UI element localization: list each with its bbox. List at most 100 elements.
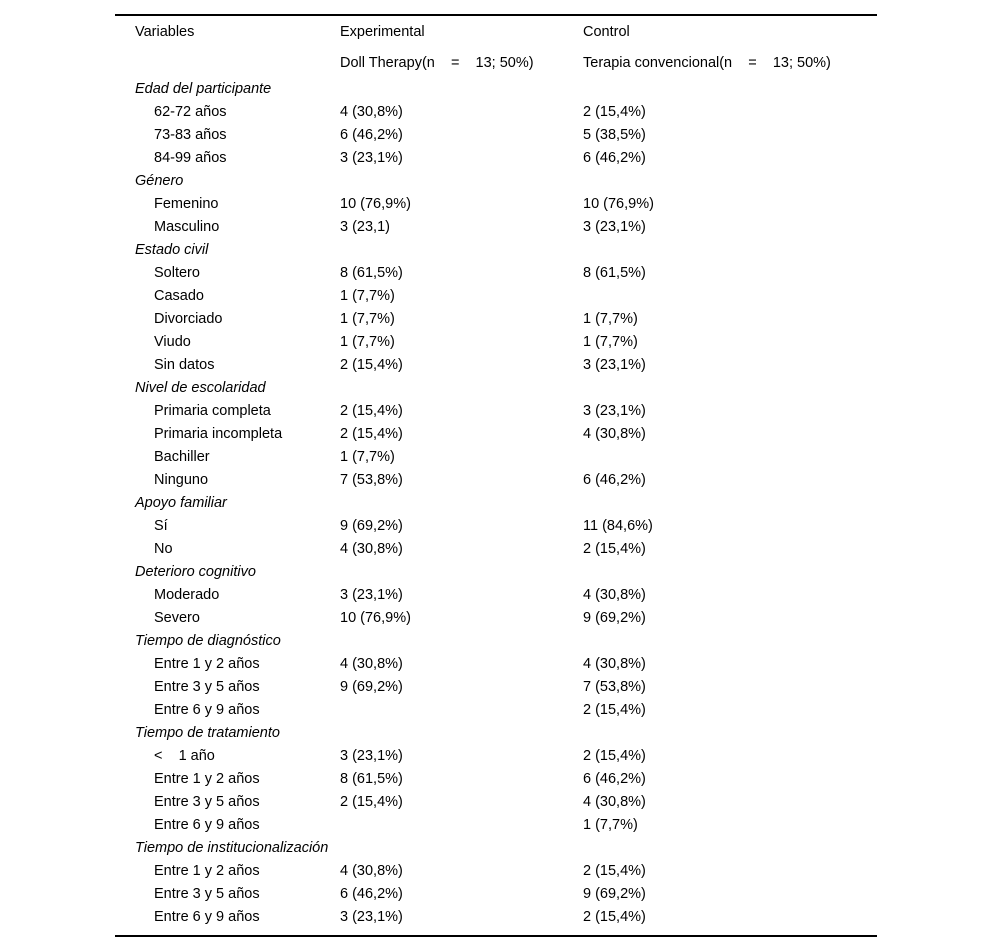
- control-value: 2 (15,4%): [583, 863, 646, 879]
- table-header-row: Variables Experimental Control: [115, 16, 877, 48]
- table-row: Femenino 10 (76,9%) 10 (76,9%): [115, 193, 877, 216]
- section-label: Nivel de escolaridad: [135, 380, 266, 396]
- experimental-value: 10 (76,9%): [340, 610, 411, 626]
- control-value: 4 (30,8%): [583, 656, 646, 672]
- column-header-control: Control: [583, 23, 630, 40]
- experimental-value: 2 (15,4%): [340, 357, 403, 373]
- experimental-value: 4 (30,8%): [340, 863, 403, 879]
- experimental-value: 7 (53,8%): [340, 472, 403, 488]
- table-row: Entre 3 y 5 años 6 (46,2%) 9 (69,2%): [115, 883, 877, 906]
- section-label: Apoyo familiar: [135, 495, 227, 511]
- control-value: 3 (23,1%): [583, 219, 646, 235]
- control-value: 2 (15,4%): [583, 909, 646, 925]
- section-label: Género: [135, 173, 184, 189]
- variable-label: Soltero: [154, 265, 200, 281]
- control-value: 2 (15,4%): [583, 104, 646, 120]
- variable-label: Entre 3 y 5 años: [154, 794, 260, 810]
- variable-label: Primaria incompleta: [154, 426, 283, 442]
- experimental-value: 3 (23,1): [340, 219, 390, 235]
- table-subheader-row: Doll Therapy(n = 13; 50%) Terapia conven…: [115, 48, 877, 78]
- experimental-value: 8 (61,5%): [340, 265, 403, 281]
- control-value: 2 (15,4%): [583, 702, 646, 718]
- variable-label: Entre 6 y 9 años: [154, 909, 260, 925]
- table-row: Entre 6 y 9 años 1 (7,7%): [115, 814, 877, 837]
- section-row: Nivel de escolaridad: [115, 377, 877, 400]
- variable-label: Primaria completa: [154, 403, 271, 419]
- control-value: 1 (7,7%): [583, 334, 638, 350]
- experimental-value: 4 (30,8%): [340, 104, 403, 120]
- experimental-value: 1 (7,7%): [340, 449, 395, 465]
- variable-label: Divorciado: [154, 311, 223, 327]
- control-value: 11 (84,6%): [583, 518, 653, 534]
- table-row: 73-83 años 6 (46,2%) 5 (38,5%): [115, 124, 877, 147]
- control-value: 9 (69,2%): [583, 610, 646, 626]
- table-row: Bachiller 1 (7,7%): [115, 446, 877, 469]
- table-row: Entre 1 y 2 años 4 (30,8%) 2 (15,4%): [115, 860, 877, 883]
- variable-label: Entre 1 y 2 años: [154, 771, 260, 787]
- variable-label: Sin datos: [154, 357, 215, 373]
- control-value: 4 (30,8%): [583, 587, 646, 603]
- experimental-value: 2 (15,4%): [340, 794, 403, 810]
- table-row: No 4 (30,8%) 2 (15,4%): [115, 538, 877, 561]
- control-value: 3 (23,1%): [583, 403, 646, 419]
- variable-label: Moderado: [154, 587, 220, 603]
- variable-label: Entre 3 y 5 años: [154, 886, 260, 902]
- control-value: 2 (15,4%): [583, 541, 646, 557]
- section-row: Género: [115, 170, 877, 193]
- variable-label: Entre 3 y 5 años: [154, 679, 260, 695]
- experimental-value: 3 (23,1%): [340, 150, 403, 166]
- table-row: Severo 10 (76,9%) 9 (69,2%): [115, 607, 877, 630]
- section-row: Tiempo de diagnóstico: [115, 630, 877, 653]
- variable-label: Masculino: [154, 219, 220, 235]
- table-row: Primaria completa 2 (15,4%) 3 (23,1%): [115, 400, 877, 423]
- experimental-value: 1 (7,7%): [340, 288, 395, 304]
- table-row: Viudo 1 (7,7%) 1 (7,7%): [115, 331, 877, 354]
- experimental-value: 3 (23,1%): [340, 587, 403, 603]
- table-row: Casado 1 (7,7%): [115, 285, 877, 308]
- variable-label: Severo: [154, 610, 200, 626]
- control-value: 1 (7,7%): [583, 311, 638, 327]
- variable-label: Bachiller: [154, 449, 210, 465]
- experimental-value: 1 (7,7%): [340, 334, 395, 350]
- table-row: 62-72 años 4 (30,8%) 2 (15,4%): [115, 101, 877, 124]
- experimental-value: 4 (30,8%): [340, 656, 403, 672]
- experimental-value: 9 (69,2%): [340, 679, 403, 695]
- control-value: 10 (76,9%): [583, 196, 654, 212]
- table-row: Entre 1 y 2 años 8 (61,5%) 6 (46,2%): [115, 768, 877, 791]
- experimental-value: 2 (15,4%): [340, 426, 403, 442]
- experimental-value: 4 (30,8%): [340, 541, 403, 557]
- section-row: Tiempo de institucionalización: [115, 837, 877, 860]
- table-row: Soltero 8 (61,5%) 8 (61,5%): [115, 262, 877, 285]
- table-row: Ninguno 7 (53,8%) 6 (46,2%): [115, 469, 877, 492]
- section-label: Estado civil: [135, 242, 209, 258]
- control-value: 6 (46,2%): [583, 150, 646, 166]
- variable-label: 73-83 años: [154, 127, 227, 143]
- control-value: 1 (7,7%): [583, 817, 638, 833]
- section-label: Deterioro cognitivo: [135, 564, 256, 580]
- variable-label: No: [154, 541, 173, 557]
- table-row: Entre 6 y 9 años 3 (23,1%) 2 (15,4%): [115, 906, 877, 929]
- control-value: 9 (69,2%): [583, 886, 646, 902]
- table-row: < 1 año 3 (23,1%) 2 (15,4%): [115, 745, 877, 768]
- control-value: 7 (53,8%): [583, 679, 646, 695]
- control-value: 2 (15,4%): [583, 748, 646, 764]
- variable-label: Entre 1 y 2 años: [154, 656, 260, 672]
- section-row: Edad del participante: [115, 78, 877, 101]
- experimental-value: 9 (69,2%): [340, 518, 403, 534]
- control-value: 5 (38,5%): [583, 127, 646, 143]
- variable-label: Femenino: [154, 196, 219, 212]
- column-header-experimental: Experimental: [340, 23, 425, 40]
- table-row: Moderado 3 (23,1%) 4 (30,8%): [115, 584, 877, 607]
- control-value: 6 (46,2%): [583, 771, 646, 787]
- table-row: Sí 9 (69,2%) 11 (84,6%): [115, 515, 877, 538]
- column-header-variables: Variables: [135, 23, 195, 40]
- table-row: Entre 3 y 5 años 9 (69,2%) 7 (53,8%): [115, 676, 877, 699]
- variable-label: Entre 6 y 9 años: [154, 817, 260, 833]
- control-value: 6 (46,2%): [583, 472, 646, 488]
- section-label: Tiempo de institucionalización: [135, 840, 329, 856]
- variable-label: 62-72 años: [154, 104, 227, 120]
- section-label: Tiempo de diagnóstico: [135, 633, 281, 649]
- control-value: 4 (30,8%): [583, 426, 646, 442]
- experimental-value: 6 (46,2%): [340, 886, 403, 902]
- subheader-experimental-group: Doll Therapy(n = 13; 50%): [340, 54, 534, 71]
